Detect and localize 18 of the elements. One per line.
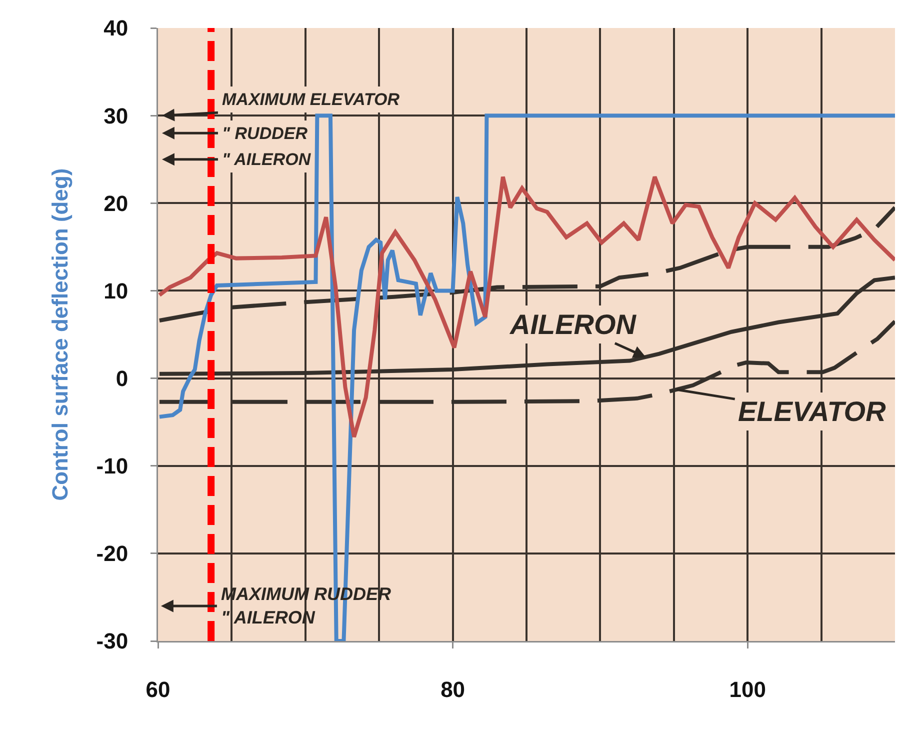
annotation: AILERON	[509, 309, 637, 340]
y-tick-label: -30	[96, 628, 128, 654]
y-tick-label: -20	[96, 541, 128, 566]
x-tick-label: 100	[729, 676, 766, 702]
x-tick-label: 80	[440, 676, 466, 702]
y-axis-title: Control surface deflection (deg)	[47, 168, 72, 501]
annotation: " AILERON	[222, 150, 312, 169]
y-tick-label: 40	[104, 16, 128, 41]
annotation: " RUDDER	[222, 124, 308, 143]
y-tick-label: 10	[104, 278, 128, 304]
y-tick-label: -10	[96, 454, 128, 479]
line-series	[158, 174, 895, 439]
x-tick-label: 60	[146, 676, 170, 702]
y-tick-label: 30	[104, 103, 128, 128]
annotation: ELEVATOR	[738, 396, 887, 427]
y-tick-label: 0	[116, 366, 128, 391]
annotation: MAXIMUM ELEVATOR	[222, 90, 400, 109]
y-tick-label: 20	[104, 190, 128, 216]
